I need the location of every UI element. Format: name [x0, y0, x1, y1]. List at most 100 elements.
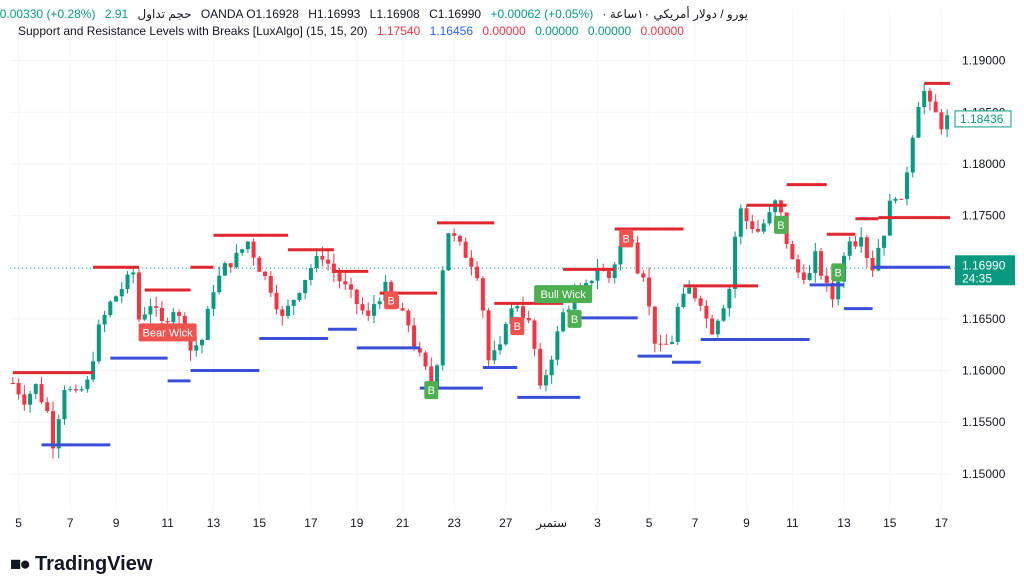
x-tick-label: ستمبر	[535, 516, 567, 531]
candle-body	[171, 312, 176, 323]
candle-body	[864, 237, 869, 258]
candle-body	[905, 172, 910, 200]
candle-body	[211, 292, 216, 309]
candle-body	[165, 320, 170, 323]
candle-body	[188, 335, 193, 351]
indicator-title[interactable]: Support and Resistance Levels with Break…	[18, 24, 368, 38]
current-price-value: 1.16990	[962, 258, 1006, 272]
candle-body	[452, 233, 457, 236]
candle-body	[790, 244, 795, 260]
candle-body	[440, 270, 445, 366]
x-tick-label: 13	[207, 516, 221, 530]
x-tick-label: 21	[396, 516, 410, 530]
candle-body	[922, 90, 927, 108]
candle-body	[119, 288, 124, 297]
volume-change: +0.00330 (+0.28%)	[0, 7, 96, 21]
candle-body	[916, 107, 921, 138]
symbol-title[interactable]: يورو / دولار أمريكي ١٠ساعة · OANDA	[200, 7, 748, 21]
candle-body	[767, 212, 772, 224]
candle-body	[360, 304, 365, 311]
candle-body	[899, 198, 904, 200]
candle-body	[612, 264, 617, 279]
candle-body	[263, 271, 268, 277]
candle-body	[543, 375, 548, 386]
candle-body	[687, 287, 692, 294]
bear-label-text: B	[387, 295, 394, 307]
time-axis[interactable]: 5 7 9 11 13 15 17 19 21 23 27 ستمبر 3 5 7 9 11 13 15 17	[15, 516, 948, 531]
x-tick-label: 13	[837, 516, 851, 530]
ohlc-high: H1.16993	[308, 7, 361, 21]
candle-body	[744, 208, 749, 222]
candle-body	[389, 281, 394, 297]
candle-body	[664, 343, 669, 345]
candle-body	[647, 277, 652, 307]
candle-body	[22, 394, 27, 405]
candle-body	[257, 257, 262, 272]
x-tick-label: 9	[113, 516, 120, 530]
candle-body	[675, 306, 680, 342]
candle-body	[733, 236, 738, 289]
ohlc-open: O1.16928	[246, 7, 299, 21]
candle-body	[882, 235, 887, 248]
last-price-value: 1.18436	[960, 112, 1004, 126]
candle-body	[205, 308, 210, 340]
candle-body	[234, 252, 239, 268]
candle-body	[561, 312, 566, 332]
candle-body	[761, 223, 766, 232]
tradingview-logo[interactable]: ■● TradingView	[10, 553, 152, 576]
candle-body	[509, 308, 514, 325]
price-axis[interactable]: 1.150001.155001.160001.165001.170001.175…	[954, 54, 1015, 481]
candle-body	[377, 301, 382, 305]
candle-body	[429, 366, 434, 388]
candle-body	[16, 383, 21, 395]
y-tick-label: 1.17500	[962, 209, 1006, 223]
bear-label-text: B	[622, 233, 629, 245]
brand-name: TradingView	[34, 553, 153, 575]
candle-body	[910, 137, 915, 173]
x-tick-label: 7	[67, 516, 74, 530]
x-tick-label: 27	[499, 516, 513, 530]
x-tick-label: 11	[161, 516, 174, 530]
candle-body	[515, 306, 520, 309]
candle-body	[824, 275, 829, 283]
last-price-marker	[954, 110, 1012, 128]
candle-body	[297, 293, 302, 300]
candle-body	[200, 339, 205, 346]
sr-levels	[12, 81, 950, 447]
candle-body	[406, 310, 411, 326]
x-tick-label: 23	[448, 516, 462, 530]
candle-body	[446, 233, 451, 271]
candle-body	[658, 343, 663, 345]
bear-label-text: B	[514, 321, 521, 333]
grid	[10, 10, 955, 510]
bear-label-box	[510, 317, 525, 336]
candle-body	[285, 305, 290, 316]
x-tick-label: 5	[15, 516, 22, 530]
indicator-value-1: 1.17540	[376, 24, 421, 38]
candle-body	[538, 348, 543, 386]
candle-body	[159, 307, 164, 321]
ohlc-close: C1.16990	[429, 7, 482, 21]
candle-body	[354, 289, 359, 305]
y-tick-label: 1.18000	[962, 157, 1006, 171]
candle-body	[39, 384, 44, 403]
candle-body	[819, 251, 824, 276]
candle-body	[727, 288, 732, 309]
x-tick-label: 15	[253, 516, 267, 530]
x-tick-label: 11	[786, 516, 799, 530]
candle-body	[532, 320, 537, 349]
candle-body	[492, 350, 497, 361]
candle-body	[423, 352, 428, 367]
candle-body	[589, 280, 594, 284]
candle-body	[670, 341, 675, 344]
candle-body	[96, 324, 101, 362]
candle-body	[704, 305, 709, 319]
indicator-value-6: 0.00000	[640, 24, 684, 38]
x-tick-label: 19	[350, 516, 364, 530]
candle-body	[939, 112, 944, 130]
candle-body	[520, 306, 525, 318]
candle-body	[228, 263, 233, 268]
candle-body	[796, 259, 801, 273]
candle-body	[933, 101, 938, 113]
